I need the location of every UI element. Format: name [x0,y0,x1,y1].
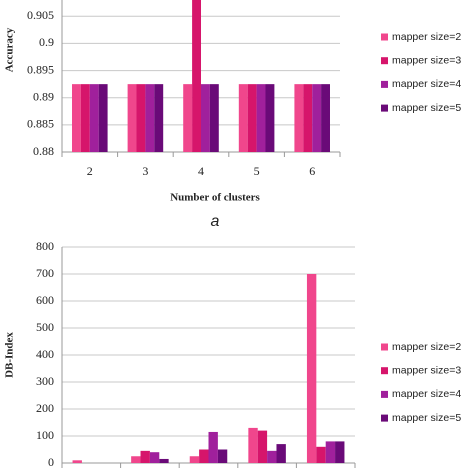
x-tick-label: 6 [309,164,315,178]
bar [140,450,150,463]
bar [312,84,322,152]
bar [131,456,141,463]
legend-swatch [381,104,388,112]
bar [183,84,193,152]
y-tick-label: 0.9 [39,35,54,49]
bar [89,84,99,152]
legend-swatch [381,343,388,351]
bar [159,458,169,463]
bar [248,427,258,463]
legend-swatch [381,57,388,65]
y-tick-label: 100 [36,428,54,442]
legend-label: mapper size=5 [392,102,461,114]
y-tick-label: 0.895 [27,62,54,76]
y-tick-label: 0.88 [33,144,54,158]
y-tick-label: 300 [36,374,54,388]
bar [136,84,146,152]
bar [321,84,330,152]
bar [276,444,286,463]
bar [265,84,275,152]
y-tick-label: 0.905 [27,8,54,22]
legend-swatch [381,33,388,41]
legend-label: mapper size=3 [392,54,461,66]
y-tick-label: 0 [48,455,54,469]
legend-label: mapper size=4 [392,388,461,400]
bar [294,84,304,152]
bar [201,84,210,152]
y-tick-label: 0.885 [27,117,54,131]
y-tick-label: 800 [36,239,54,253]
bar [316,446,326,463]
bar [192,0,201,152]
bar [335,441,345,463]
legend-swatch [381,80,388,88]
bar [267,450,277,463]
legend-swatch [381,414,388,422]
bar [189,456,200,463]
y-axis-label: DB-Index [4,332,16,378]
y-tick-label: 600 [36,293,54,307]
caption: a [211,213,220,230]
bars [72,274,345,463]
bar [208,431,218,463]
y-tick-label: 700 [36,266,54,280]
bar [154,84,164,152]
x-tick-label: 5 [254,164,260,178]
x-tick-label: 2 [87,164,93,178]
bar [303,84,313,152]
bar [72,84,81,152]
bars [72,0,330,152]
legend-label: mapper size=3 [392,364,461,376]
y-tick-label: 0.89 [33,89,54,103]
bar [127,84,137,152]
bar [149,452,160,463]
bar [247,84,257,152]
y-tick-label: 400 [36,347,54,361]
y-axis-label: Accuracy [4,27,16,72]
bar [325,441,336,463]
y-tick-label: 200 [36,401,54,415]
bar [199,449,209,463]
bar [238,84,248,152]
legend-label: mapper size=2 [392,31,461,43]
bar [98,84,108,152]
x-tick-label: 4 [198,164,204,178]
legend-label: mapper size=4 [392,78,461,90]
legend-swatch [381,367,388,375]
bar [145,84,155,152]
bar [256,84,266,152]
y-tick-label: 500 [36,320,54,334]
bar [257,430,268,463]
bar [80,84,90,152]
bar [306,274,317,463]
legend-label: mapper size=2 [392,341,461,353]
x-tick-label: 3 [142,164,148,178]
legend-label: mapper size=5 [392,412,461,424]
x-axis-label: Number of clusters [170,192,260,204]
bar [209,84,219,152]
bar [217,449,228,463]
legend-swatch [381,390,388,398]
bar [72,460,82,463]
